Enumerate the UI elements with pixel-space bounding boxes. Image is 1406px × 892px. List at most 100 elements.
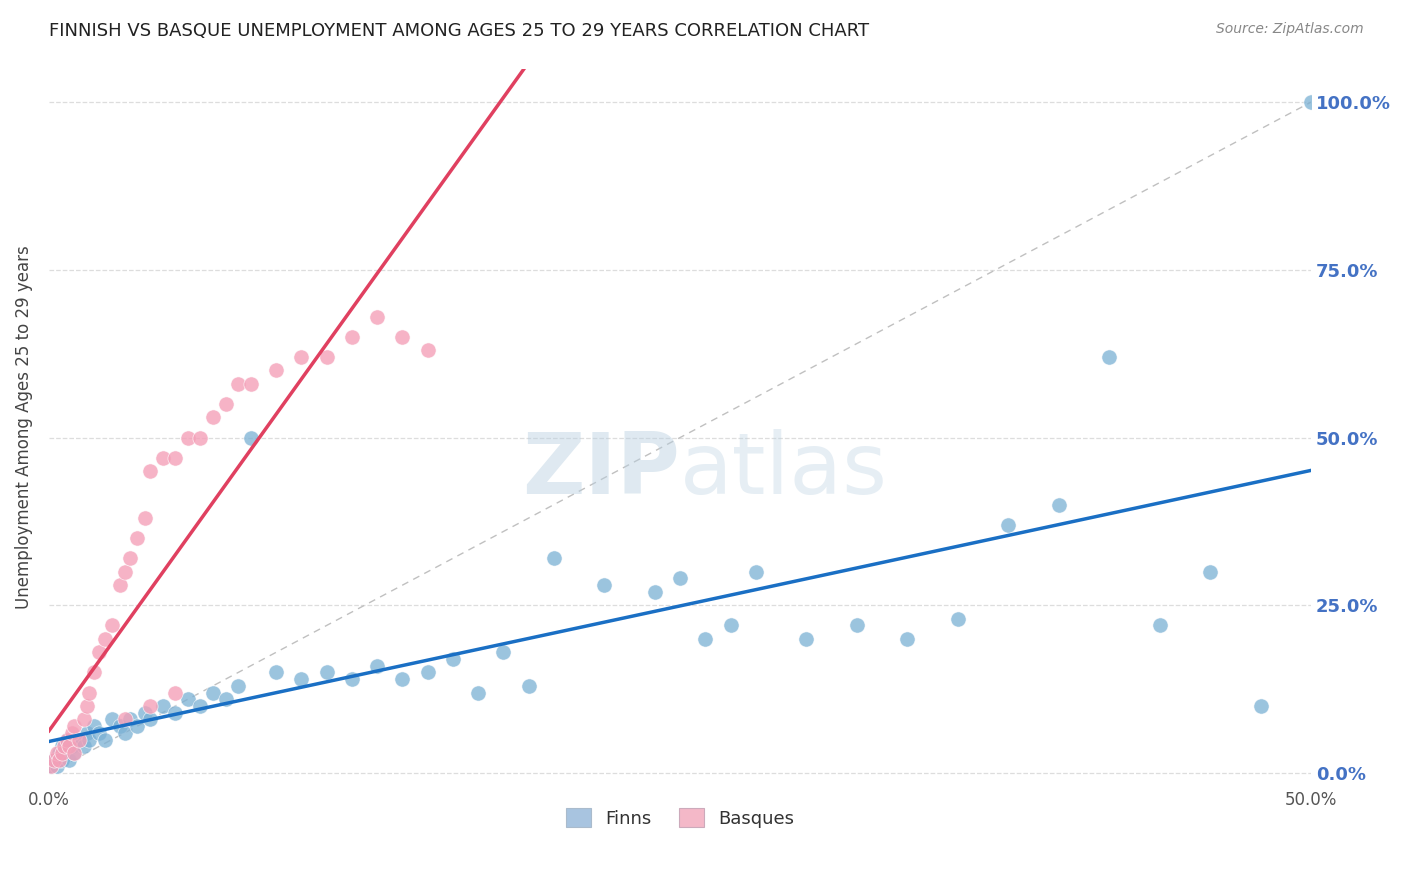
Point <box>118 551 141 566</box>
Point <box>60 726 83 740</box>
Point <box>593 578 616 592</box>
Point <box>946 612 969 626</box>
Point <box>165 450 187 465</box>
Point <box>55 732 77 747</box>
Point <box>45 746 67 760</box>
Point <box>134 511 156 525</box>
Point <box>55 732 77 747</box>
Point <box>492 645 515 659</box>
Point <box>48 746 70 760</box>
Point <box>669 572 692 586</box>
Point <box>202 685 225 699</box>
Point <box>896 632 918 646</box>
Point <box>290 350 312 364</box>
Point <box>63 746 86 760</box>
Point <box>315 665 337 680</box>
Point <box>73 739 96 754</box>
Point <box>391 330 413 344</box>
Point <box>118 712 141 726</box>
Point <box>76 726 98 740</box>
Point <box>53 746 76 760</box>
Point <box>41 759 63 773</box>
Point <box>794 632 817 646</box>
Point <box>152 450 174 465</box>
Point <box>695 632 717 646</box>
Point <box>48 753 70 767</box>
Point <box>1199 565 1222 579</box>
Point <box>93 632 115 646</box>
Point <box>264 363 287 377</box>
Point <box>41 759 63 773</box>
Point <box>139 698 162 713</box>
Point <box>165 685 187 699</box>
Point <box>1250 698 1272 713</box>
Point <box>467 685 489 699</box>
Point <box>42 753 65 767</box>
Point <box>58 753 80 767</box>
Point <box>83 719 105 733</box>
Point <box>845 618 868 632</box>
Point <box>340 672 363 686</box>
Point <box>83 665 105 680</box>
Point <box>152 698 174 713</box>
Point <box>63 746 86 760</box>
Point <box>1047 498 1070 512</box>
Point <box>720 618 742 632</box>
Point <box>190 698 212 713</box>
Point <box>416 665 439 680</box>
Point <box>73 712 96 726</box>
Text: atlas: atlas <box>681 429 889 512</box>
Point <box>89 645 111 659</box>
Point <box>67 732 90 747</box>
Point <box>108 578 131 592</box>
Point <box>63 719 86 733</box>
Point <box>391 672 413 686</box>
Point <box>53 739 76 754</box>
Point <box>1098 350 1121 364</box>
Point <box>79 685 101 699</box>
Point <box>114 712 136 726</box>
Point <box>226 376 249 391</box>
Point <box>644 585 666 599</box>
Point <box>127 531 149 545</box>
Point <box>127 719 149 733</box>
Point <box>58 739 80 754</box>
Point <box>215 397 238 411</box>
Point <box>45 759 67 773</box>
Point <box>76 698 98 713</box>
Text: ZIP: ZIP <box>522 429 681 512</box>
Point <box>89 726 111 740</box>
Point <box>366 658 388 673</box>
Text: Source: ZipAtlas.com: Source: ZipAtlas.com <box>1216 22 1364 37</box>
Point <box>114 726 136 740</box>
Point <box>315 350 337 364</box>
Point <box>1301 95 1323 109</box>
Point <box>42 753 65 767</box>
Point <box>67 732 90 747</box>
Point <box>290 672 312 686</box>
Point <box>997 517 1019 532</box>
Point <box>139 712 162 726</box>
Point <box>264 665 287 680</box>
Point <box>202 410 225 425</box>
Point <box>366 310 388 324</box>
Point <box>215 692 238 706</box>
Point <box>51 746 73 760</box>
Point <box>239 376 262 391</box>
Point <box>134 706 156 720</box>
Legend: Finns, Basques: Finns, Basques <box>558 800 801 835</box>
Point <box>543 551 565 566</box>
Point <box>93 732 115 747</box>
Point <box>340 330 363 344</box>
Point <box>60 739 83 754</box>
Point <box>51 739 73 754</box>
Point <box>441 652 464 666</box>
Point <box>101 712 124 726</box>
Point <box>239 431 262 445</box>
Point <box>177 431 200 445</box>
Point <box>177 692 200 706</box>
Point <box>101 618 124 632</box>
Point <box>79 732 101 747</box>
Point <box>114 565 136 579</box>
Point <box>165 706 187 720</box>
